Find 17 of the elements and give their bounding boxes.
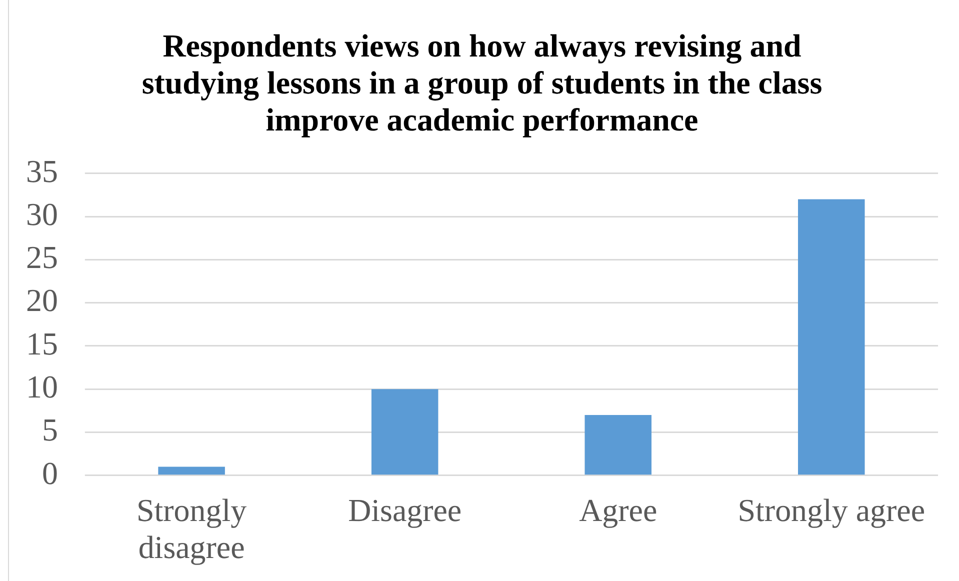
x-tick-label: Disagree: [348, 493, 462, 528]
x-tick-label: Agree: [579, 493, 658, 528]
bar: [798, 199, 865, 475]
bar: [371, 389, 438, 475]
y-tick-label: 5: [42, 412, 58, 448]
x-tick-label: Strongly disagree: [136, 493, 247, 566]
y-tick-label: 0: [42, 456, 58, 491]
y-tick-label: 35: [26, 154, 58, 189]
y-tick-label: 15: [26, 326, 58, 362]
bar: [158, 466, 225, 475]
y-tick-label: 20: [26, 283, 58, 318]
y-tick-label: 10: [26, 370, 58, 405]
y-tick-label: 25: [26, 240, 58, 276]
bar: [584, 415, 652, 475]
y-tick-label: 30: [26, 196, 58, 232]
chart-title: Respondents views on how always revising and studying lessons in a group of students in the class improve academic performance: [142, 28, 822, 138]
x-tick-label: Strongly agree: [738, 493, 925, 528]
